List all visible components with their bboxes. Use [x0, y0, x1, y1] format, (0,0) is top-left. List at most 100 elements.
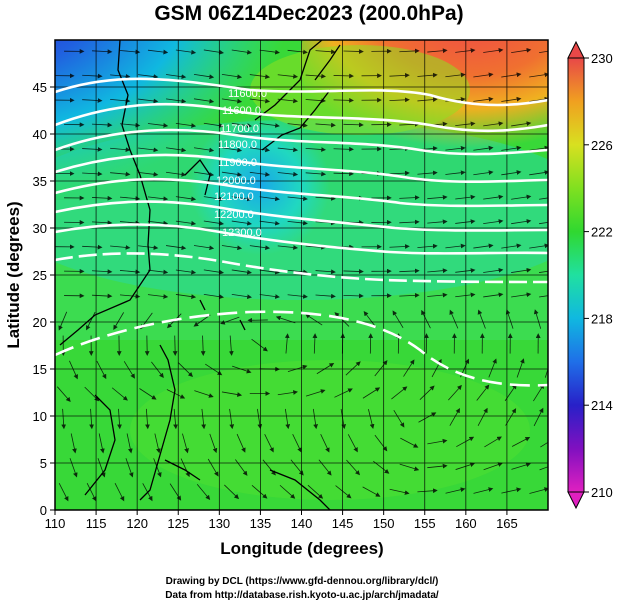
streamline-arrow — [287, 49, 308, 55]
y-tick-label: 20 — [33, 315, 47, 330]
streamline-arrow — [221, 74, 243, 80]
streamline-arrow — [334, 388, 353, 398]
streamline-arrow — [175, 49, 197, 55]
streamline-arrow — [501, 72, 522, 78]
streamline-arrow — [249, 171, 271, 177]
streamline-arrow — [483, 292, 504, 298]
streamline-arrow — [86, 482, 97, 502]
streamline-arrow — [259, 123, 280, 128]
streamline-arrow — [343, 49, 364, 54]
streamline-arrow — [110, 73, 131, 79]
streamline-arrow — [201, 408, 207, 430]
y-axis-label: Latitude (degrees) — [4, 201, 23, 348]
streamline-arrow — [203, 49, 225, 55]
x-axis: 110 115 120 125 130 135 140 145 150 155 160 165 — [45, 510, 518, 531]
streamline-arrow — [516, 358, 525, 378]
streamline-arrow — [483, 219, 504, 224]
streamline-arrow — [92, 269, 113, 274]
streamline-arrow — [165, 147, 187, 153]
streamline-arrow — [231, 122, 252, 128]
x-tick-label: 155 — [414, 516, 436, 531]
streamline-arrow — [257, 408, 263, 430]
streamline-arrow — [203, 220, 225, 226]
streamline-arrow — [511, 219, 532, 225]
streamline-arrow — [249, 74, 271, 79]
streamline-arrow — [277, 74, 299, 79]
streamline-arrow — [110, 147, 131, 153]
streamline-arrow — [69, 360, 78, 380]
streamline-arrow — [220, 316, 240, 325]
streamline-arrow — [82, 146, 103, 152]
contour-label: 12200.0 — [214, 209, 254, 221]
streamline-arrow — [287, 364, 308, 372]
streamline-arrow — [138, 74, 159, 79]
streamline-arrow — [228, 335, 234, 356]
streamline-arrow — [110, 245, 131, 250]
streamline-arrow — [82, 171, 103, 177]
streamline-arrow — [151, 361, 164, 379]
streamline-arrow — [389, 97, 410, 103]
streamline-arrow — [427, 268, 448, 274]
streamline-arrow — [473, 487, 494, 494]
streamline-arrow — [484, 436, 502, 448]
streamline-arrow — [175, 220, 197, 226]
streamline-arrow — [476, 384, 490, 401]
streamline-arrow — [511, 194, 532, 200]
streamline-arrow — [473, 243, 494, 249]
streamline-arrow — [207, 458, 219, 477]
streamline-arrow — [305, 244, 327, 250]
colorbar-tick-label: 210 — [591, 485, 613, 500]
streamline-arrow — [445, 243, 466, 249]
contour-label: 11800.0 — [218, 139, 257, 151]
streamline-arrow — [362, 486, 381, 497]
y-tick-label: 25 — [33, 268, 47, 283]
y-tick-label: 30 — [33, 221, 47, 236]
streamline-arrow — [70, 433, 77, 454]
streamline-arrow — [92, 195, 113, 201]
streamline-arrow — [142, 483, 153, 502]
credit-data: Data from http://database.rish.kyoto-u.a… — [165, 590, 439, 601]
streamline-arrow — [305, 98, 327, 104]
streamline-arrow — [320, 434, 330, 453]
colorbar-min-arrow — [567, 491, 585, 510]
streamline-arrow — [417, 243, 438, 249]
streamline-arrow — [229, 408, 235, 430]
credit-drawing: Drawing by DCL (https://www.gfd-dennou.o… — [166, 576, 439, 587]
streamline-arrow — [529, 170, 548, 176]
streamline-arrow — [92, 49, 113, 55]
streamline-arrow — [259, 220, 280, 226]
streamline-arrow — [110, 171, 131, 177]
streamline-arrow — [533, 407, 544, 427]
streamline-arrow — [138, 98, 159, 104]
streamline-arrow — [92, 293, 113, 299]
streamline-arrow — [417, 170, 438, 176]
streamline-arrow — [209, 433, 218, 454]
streamline-arrow — [399, 121, 420, 127]
streamline-arrow — [165, 98, 187, 104]
streamline-arrow — [224, 484, 240, 500]
streamline-arrow — [175, 269, 197, 275]
streamline-arrow — [511, 462, 531, 470]
streamline-arrow — [529, 243, 548, 249]
streamline-arrow — [277, 171, 299, 177]
streamline-arrow — [511, 267, 532, 273]
contour-label: 11600.0 — [222, 105, 261, 117]
streamline-arrow — [540, 441, 548, 448]
streamline-arrow — [417, 97, 438, 102]
contour-labels: 11600.0 11600.0 11700.0 11800.0 11900.0 … — [214, 88, 267, 239]
streamline-arrow — [236, 433, 246, 453]
streamline-arrow — [232, 365, 252, 374]
streamline-arrow — [504, 384, 517, 402]
streamline-arrow — [501, 487, 522, 494]
contour-label: 11600.0 — [228, 88, 267, 100]
streamline-arrow — [111, 387, 128, 401]
streamline-arrow — [483, 47, 504, 53]
streamline-arrow — [119, 220, 141, 226]
streamline-arrow — [119, 269, 141, 275]
streamline-arrow — [389, 488, 410, 495]
streamline-arrow — [231, 49, 252, 55]
streamline-arrow — [373, 460, 390, 474]
x-tick-label: 160 — [455, 516, 477, 531]
streamline-arrow — [275, 315, 296, 324]
